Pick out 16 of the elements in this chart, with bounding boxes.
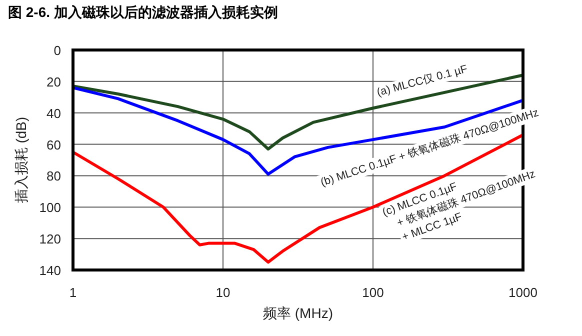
chart-title: 图 2-6. 加入磁珠以后的滤波器插入损耗实例 [8,4,278,20]
x-tick-label: 1 [69,285,77,300]
x-tick-label: 1000 [508,285,538,300]
y-tick-label: 0 [54,43,61,58]
y-tick-label: 140 [39,263,61,278]
y-tick-label: 40 [46,106,61,121]
x-tick-label: 10 [216,285,230,300]
y-tick-label: 20 [46,74,61,90]
y-tick-label: 80 [46,168,61,184]
y-tick-label: 100 [39,200,61,216]
text: (a) MLCC仅 0.1 µF [376,63,470,99]
y-tick-label: 120 [39,232,61,247]
x-tick-label: 100 [362,285,384,300]
y-axis-title: 插入损耗 (dB) [13,116,29,204]
x-axis-title: 频率 (MHz) [263,305,333,321]
y-tick-label: 60 [46,137,61,152]
